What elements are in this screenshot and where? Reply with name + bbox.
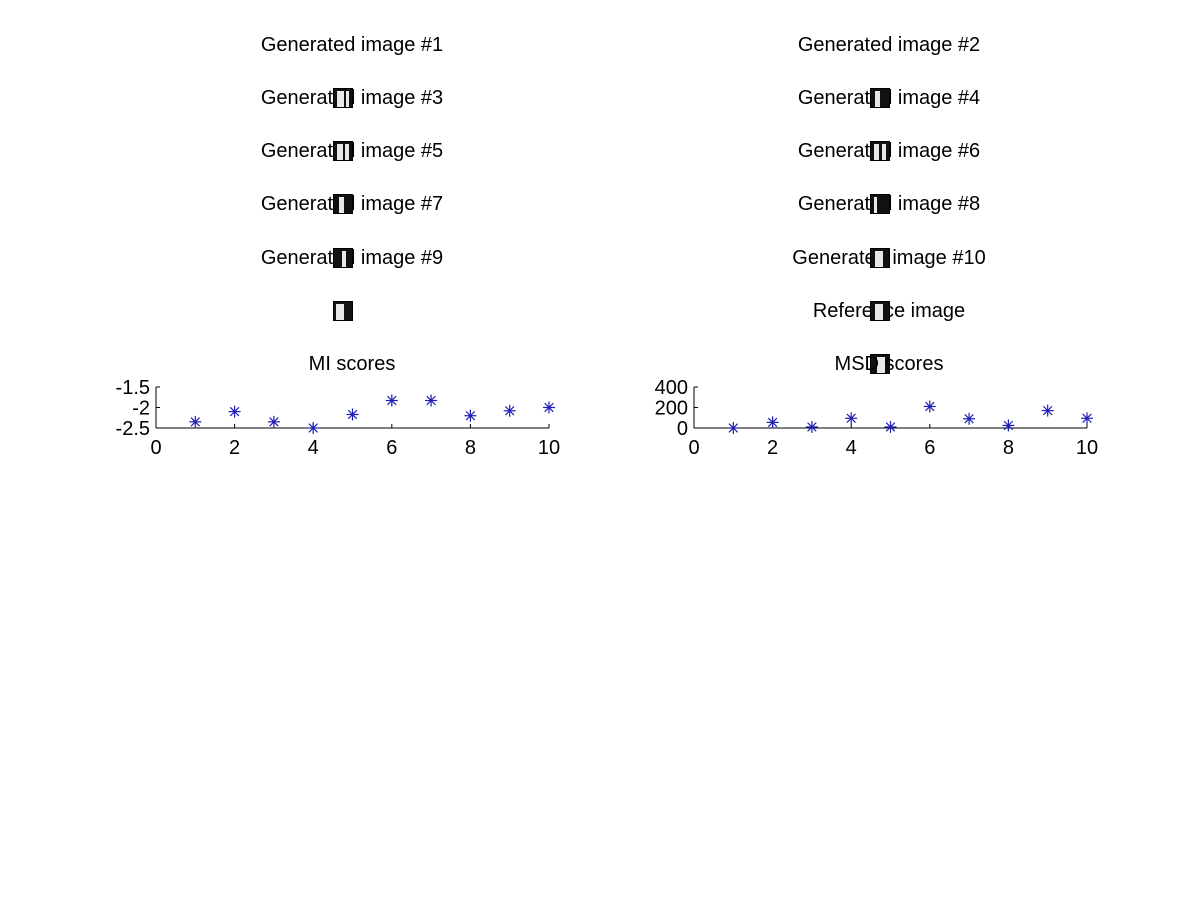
msd-x-tick-label: 2 — [767, 437, 778, 459]
mi-data-point — [464, 409, 477, 422]
mi-data-point — [267, 415, 280, 428]
msd-data-point — [805, 420, 818, 433]
thumbnail-generated-3 — [333, 88, 353, 108]
thumbnail-generated-8 — [870, 194, 890, 214]
mi-data-point — [503, 404, 516, 417]
mi-x-tick-label: 6 — [386, 437, 397, 459]
mi-x-tick-label: 0 — [150, 437, 161, 459]
msd-data-point — [727, 422, 740, 434]
mi-x-tick-label: 8 — [465, 437, 476, 459]
msd-y-tick-label: 200 — [655, 398, 688, 420]
msd-data-point — [963, 412, 976, 425]
thumbnail-generated-6 — [870, 141, 890, 161]
msd-x-tick-label: 4 — [846, 437, 857, 459]
chart-title-mi-scores: MI scores — [308, 353, 396, 375]
msd-x-tick-label: 6 — [924, 437, 935, 459]
msd-data-point — [1041, 404, 1054, 417]
mi-data-point — [189, 415, 202, 428]
thumbnail-image-11 — [333, 301, 353, 321]
mi-data-point — [346, 408, 359, 421]
mi-data-point — [425, 394, 438, 407]
mi-y-tick-label: -2.5 — [116, 418, 150, 440]
chart-title-msd-scores: MSD scores — [834, 353, 944, 375]
thumbnail-image-13 — [870, 354, 890, 374]
title-generated-1: Generated image #1 — [260, 34, 444, 56]
msd-x-tick-label: 10 — [1076, 437, 1098, 459]
title-generated-2: Generated image #2 — [797, 34, 981, 56]
msd-x-tick-label: 0 — [688, 437, 699, 459]
msd-y-tick-label: 0 — [677, 418, 688, 440]
msd-data-point — [1002, 419, 1015, 432]
mi-x-tick-label: 4 — [308, 437, 319, 459]
thumbnail-generated-10 — [870, 248, 890, 268]
mi-y-tick-label: -2 — [132, 398, 150, 420]
msd-data-point — [884, 420, 897, 433]
msd-x-tick-label: 8 — [1003, 437, 1014, 459]
msd-data-point — [923, 400, 936, 413]
mi-data-point — [385, 394, 398, 407]
thumbnail-generated-9 — [333, 248, 353, 268]
msd-data-point — [766, 416, 779, 429]
mi-x-tick-label: 2 — [229, 437, 240, 459]
thumbnail-generated-5 — [333, 141, 353, 161]
thumbnail-reference-image — [870, 301, 890, 321]
mi-data-point — [307, 422, 320, 434]
thumbnail-generated-4 — [870, 88, 890, 108]
mi-y-tick-label: -1.5 — [116, 377, 150, 399]
mi-x-tick-label: 10 — [538, 437, 560, 459]
thumbnail-generated-7 — [333, 194, 353, 214]
mi-data-point — [543, 401, 555, 414]
msd-y-tick-label: 400 — [655, 377, 688, 399]
msd-data-point — [1081, 412, 1093, 425]
mi-data-point — [228, 405, 241, 418]
msd-data-point — [845, 412, 858, 425]
